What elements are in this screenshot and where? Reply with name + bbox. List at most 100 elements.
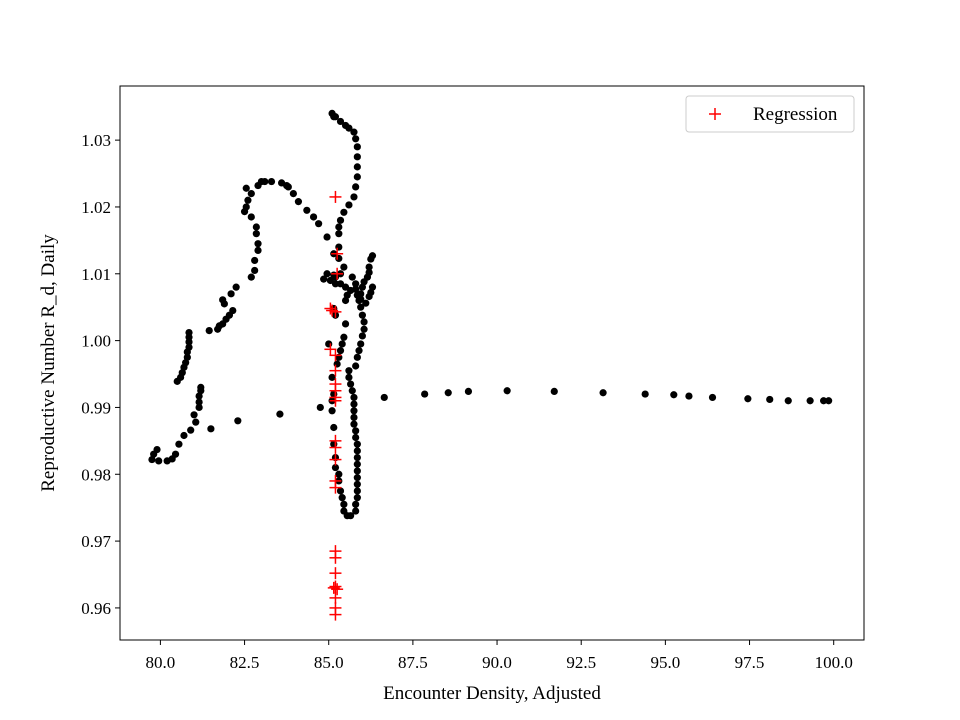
y-tick-label: 0.98 (81, 465, 111, 484)
data-point (340, 333, 348, 341)
data-point (350, 193, 358, 201)
data-point (197, 383, 205, 391)
data-point (353, 467, 361, 475)
data-point (331, 280, 340, 288)
data-point (464, 387, 473, 396)
data-point (670, 391, 678, 399)
data-point (353, 153, 361, 161)
data-point (685, 392, 693, 400)
data-point (421, 390, 429, 398)
data-point (336, 216, 345, 224)
x-axis-label: Encounter Density, Adjusted (383, 683, 601, 704)
data-point (353, 353, 361, 361)
data-point (330, 390, 338, 398)
data-point (251, 266, 259, 275)
data-point (353, 447, 361, 455)
data-point (328, 373, 336, 381)
data-point (358, 332, 366, 340)
x-tick-label: 100.0 (815, 653, 853, 672)
data-point (503, 387, 511, 395)
data-point (353, 480, 361, 488)
data-point (550, 387, 558, 396)
data-point (267, 177, 276, 186)
data-point (365, 292, 373, 301)
data-point (331, 463, 340, 472)
data-point (207, 425, 215, 433)
data-point (365, 263, 373, 271)
data-point (599, 389, 607, 397)
data-point (315, 220, 323, 228)
data-point (247, 213, 255, 221)
data-point (350, 393, 358, 402)
data-point (192, 418, 200, 426)
data-point (744, 395, 752, 403)
regression-point (329, 567, 342, 580)
data-point (350, 407, 358, 415)
regression-point (329, 591, 342, 604)
data-point (353, 494, 361, 502)
regression-point (329, 551, 342, 564)
regression-point (329, 190, 342, 203)
data-point (350, 128, 358, 136)
regression-point (329, 305, 342, 318)
data-point (229, 306, 237, 315)
data-point (348, 273, 356, 281)
x-tick-label: 82.5 (230, 653, 260, 672)
regression-point (329, 349, 342, 362)
data-point (341, 121, 350, 130)
plot-area (120, 86, 864, 640)
data-point (244, 196, 252, 204)
y-tick-label: 1.01 (81, 265, 111, 284)
data-point (252, 230, 260, 238)
data-point (353, 173, 361, 181)
data-point (330, 113, 338, 121)
data-point (360, 325, 368, 333)
regression-point (329, 441, 342, 454)
data-point (294, 198, 303, 206)
data-point (352, 500, 360, 508)
data-point (195, 398, 203, 406)
data-point (340, 500, 348, 508)
data-point (352, 362, 360, 370)
data-point (330, 440, 338, 448)
regression-point (324, 343, 337, 356)
data-point (254, 246, 262, 254)
data-point (284, 183, 292, 191)
data-point (247, 189, 255, 198)
y-axis-label: Reproductive Number R_d, Daily (38, 234, 59, 492)
data-point (303, 206, 311, 214)
data-point (251, 256, 259, 265)
data-point (708, 393, 717, 402)
data-point (336, 487, 345, 495)
plot-frame (119, 85, 865, 641)
data-point (316, 403, 324, 412)
legend-label-regression: Regression (753, 104, 838, 125)
data-point (353, 487, 361, 495)
y-tick-label: 0.96 (81, 599, 111, 618)
data-point (352, 285, 360, 293)
data-point (340, 263, 348, 271)
data-point (335, 254, 343, 263)
data-point (348, 387, 356, 395)
data-point (350, 420, 358, 428)
x-tick-label: 87.5 (398, 653, 428, 672)
regression-point (331, 247, 344, 260)
x-axis-ticks: 80.0 82.5 85.0 87.5 90.0 92.5 95.0 97.5 100.0 (146, 640, 853, 672)
y-tick-label: 1.00 (81, 332, 111, 351)
data-point (806, 397, 814, 405)
data-point (183, 353, 191, 361)
data-point (347, 380, 355, 388)
data-point (219, 296, 227, 304)
data-point (444, 389, 452, 397)
data-point (352, 183, 360, 191)
data-point (365, 268, 373, 277)
data-point (338, 340, 346, 348)
regression-point (331, 583, 344, 596)
data-point (247, 273, 255, 281)
data-point (187, 426, 195, 434)
data-point (336, 117, 345, 126)
data-point (190, 411, 198, 419)
data-point (155, 457, 163, 465)
regression-point (329, 364, 342, 377)
data-point (242, 184, 250, 192)
